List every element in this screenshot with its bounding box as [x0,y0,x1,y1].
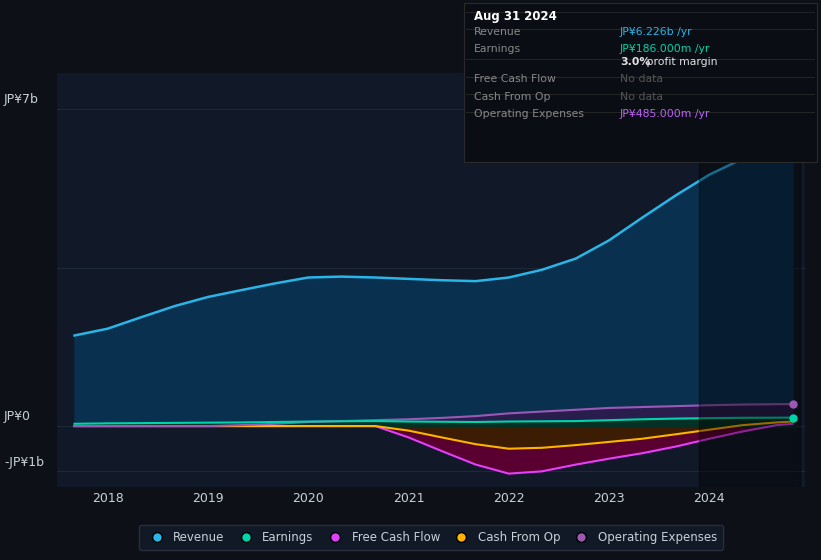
Text: Free Cash Flow: Free Cash Flow [474,74,556,85]
Text: Aug 31 2024: Aug 31 2024 [474,10,557,22]
Text: JP¥6.226b /yr: JP¥6.226b /yr [620,27,692,37]
Text: 3.0%: 3.0% [620,57,650,67]
Text: Operating Expenses: Operating Expenses [474,109,584,119]
Text: Earnings: Earnings [474,44,521,54]
Text: Revenue: Revenue [474,27,521,37]
Legend: Revenue, Earnings, Free Cash Flow, Cash From Op, Operating Expenses: Revenue, Earnings, Free Cash Flow, Cash … [139,525,723,550]
Text: Cash From Op: Cash From Op [474,92,550,102]
Text: No data: No data [620,92,663,102]
Text: JP¥186.000m /yr: JP¥186.000m /yr [620,44,710,54]
Text: JP¥7b: JP¥7b [4,93,39,106]
Text: -JP¥1b: -JP¥1b [4,455,44,469]
Bar [699,73,800,487]
Text: JP¥485.000m /yr: JP¥485.000m /yr [620,109,710,119]
Text: JP¥0: JP¥0 [4,410,31,423]
Text: profit margin: profit margin [643,57,718,67]
Text: No data: No data [620,74,663,85]
